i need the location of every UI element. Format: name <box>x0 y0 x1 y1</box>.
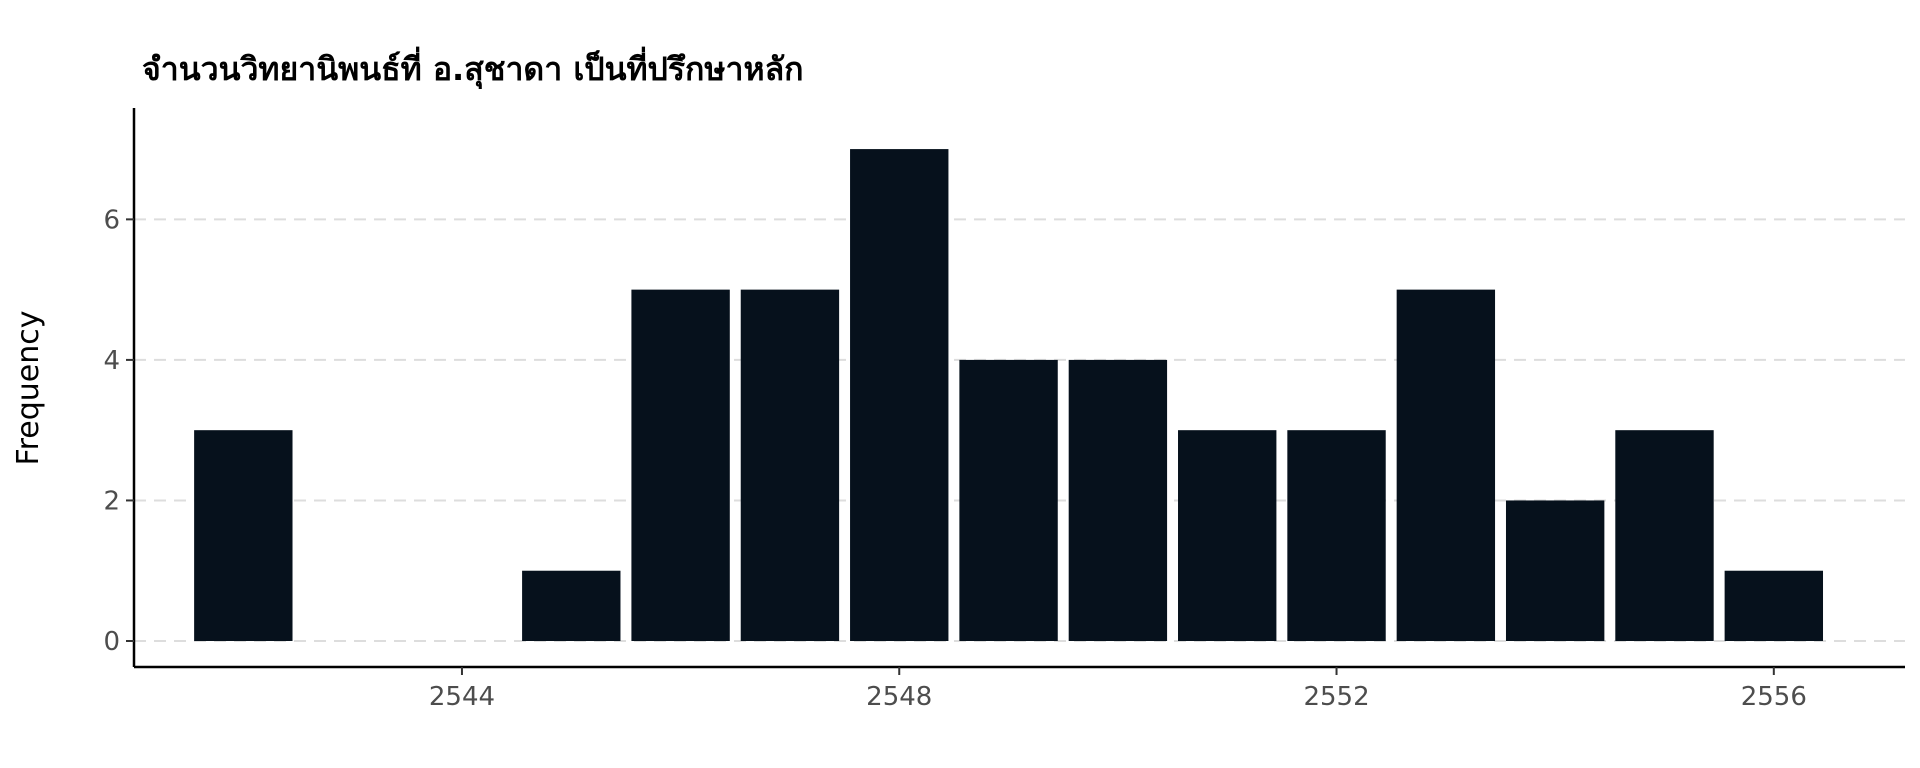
bar <box>850 149 949 641</box>
chart-title: จำนวนวิทยานิพนธ์ที่ อ.สุชาดา เป็นที่ปรึก… <box>142 50 804 88</box>
bars <box>194 149 1824 641</box>
y-axis-ticks: 0 2 4 6 <box>103 205 134 657</box>
x-tick-label: 2552 <box>1303 682 1369 712</box>
bar <box>1178 430 1277 641</box>
bar <box>194 430 293 641</box>
y-tick-label: 2 <box>103 486 120 516</box>
bar <box>740 289 840 641</box>
bar <box>631 289 730 641</box>
bar <box>1505 500 1605 641</box>
y-axis-title: Frequency <box>11 311 46 466</box>
x-tick-label: 2544 <box>429 682 495 712</box>
bar <box>1615 430 1714 641</box>
x-tick-label: 2556 <box>1741 682 1807 712</box>
bar <box>1396 289 1496 641</box>
x-tick-label: 2548 <box>866 682 932 712</box>
bar <box>522 570 621 641</box>
bar <box>959 359 1058 641</box>
y-tick-label: 4 <box>103 346 120 376</box>
x-axis-ticks: 2544 2548 2552 2556 <box>429 667 1807 712</box>
bar <box>1068 359 1168 641</box>
bar <box>1287 430 1386 641</box>
y-tick-label: 6 <box>103 205 120 235</box>
y-tick-label: 0 <box>103 627 120 657</box>
bar <box>1724 570 1824 641</box>
